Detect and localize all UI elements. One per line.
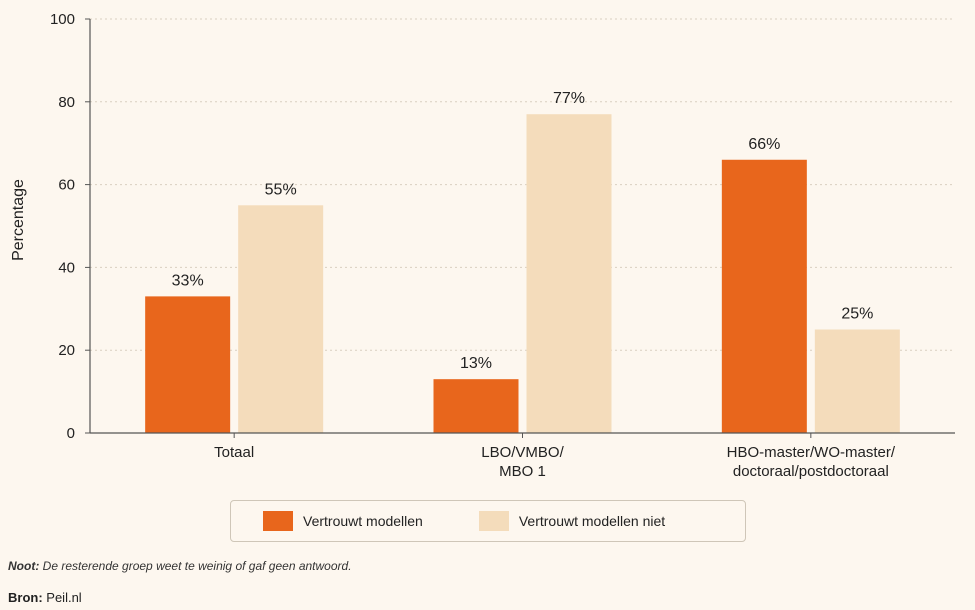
bar [814, 329, 900, 433]
y-tick-label: 60 [58, 177, 75, 194]
data-label: 33% [172, 272, 204, 289]
legend-label-vertrouwt-niet: Vertrouwt modellen niet [518, 513, 666, 529]
y-tick-label: 40 [58, 259, 75, 276]
bar [145, 296, 231, 433]
legend: Vertrouwt modellen Vertrouwt modellen ni… [230, 500, 746, 542]
legend-item-vertrouwt-niet: Vertrouwt modellen niet [478, 511, 666, 531]
data-label: 13% [460, 355, 492, 372]
data-label: 77% [553, 90, 585, 107]
gridlines [90, 18, 955, 351]
x-tick-label: MBO 1 [499, 463, 546, 480]
bar [433, 379, 519, 433]
x-tick-label: doctoraal/postdoctoraal [733, 463, 889, 480]
y-tick-label: 80 [58, 94, 75, 111]
y-tick-label: 0 [67, 425, 75, 442]
y-tick-label: 100 [50, 11, 75, 28]
y-axis-title: Percentage [10, 179, 27, 261]
data-label: 66% [748, 136, 780, 153]
note-text: De resterende groep weet te weinig of ga… [39, 559, 352, 573]
legend-item-vertrouwt: Vertrouwt modellen [263, 511, 423, 531]
data-label: 55% [265, 181, 297, 198]
bar-chart: 0 20 40 60 80 100 33% 55% 13% 77% 66% 25% Totaal LB… [10, 11, 955, 480]
legend-swatch-vertrouwt-niet [478, 511, 509, 531]
chart-source: Bron: Peil.nl [8, 590, 82, 605]
bars [145, 114, 900, 433]
data-labels: 33% 55% 13% 77% 66% 25% [172, 90, 874, 372]
bar [526, 114, 612, 433]
bar [238, 205, 324, 433]
note-prefix: Noot: [8, 559, 40, 573]
legend-label-vertrouwt: Vertrouwt modellen [303, 513, 423, 529]
y-tick-label: 20 [58, 342, 75, 359]
y-axis-ticks: 0 20 40 60 80 100 [50, 11, 90, 442]
chart-note: Noot: De resterende groep weet te weinig… [8, 559, 352, 573]
x-tick-label: Totaal [214, 444, 254, 461]
source-prefix: Bron: [8, 590, 43, 605]
legend-swatch-vertrouwt [263, 511, 293, 531]
source-text: Peil.nl [42, 590, 82, 605]
x-tick-label: HBO-master/WO-master/ [727, 444, 896, 461]
bar [721, 159, 807, 433]
data-label: 25% [841, 306, 873, 323]
x-axis-ticks: Totaal LBO/VMBO/MBO 1 HBO-master/WO-master… [214, 433, 896, 480]
x-tick-label: LBO/VMBO/ [481, 444, 564, 461]
